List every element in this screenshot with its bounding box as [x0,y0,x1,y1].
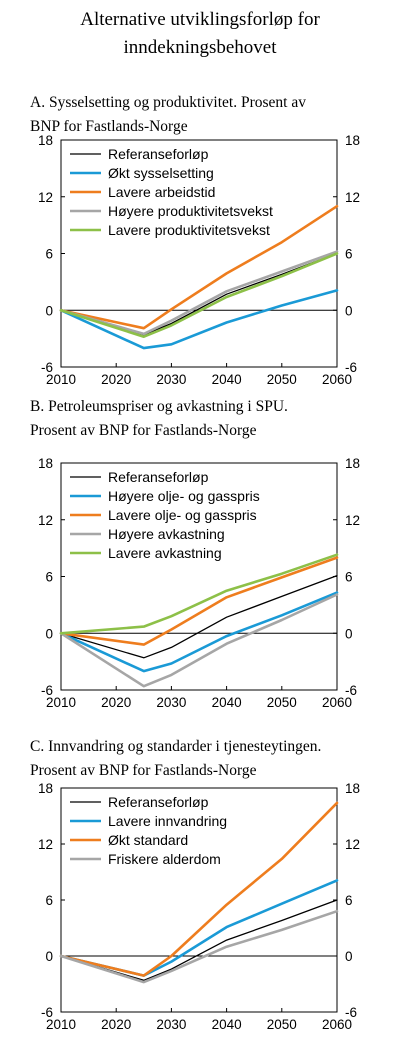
panel-title-line: Prosent av BNP for Fastlands-Norge [30,422,257,439]
series-line-4 [59,909,339,984]
chart-panel-c: C. Innvandring og standarder i tjenestey… [30,738,360,1032]
x-tick-label: 2060 [322,1017,352,1032]
legend-label: Høyere olje- og gasspris [108,488,260,504]
series-line-3 [59,204,339,330]
series-line-3 [59,556,339,646]
y-tick-label-left: -6 [41,1005,53,1020]
legend-label: Lavere arbeidstid [108,184,215,200]
legend-label: Referanseforløp [108,146,209,162]
x-tick-label: 2050 [267,695,297,710]
x-tick-label: 2010 [46,372,76,387]
y-tick-label-right: 12 [345,837,360,852]
x-tick-label: 2040 [212,695,242,710]
y-tick-label-right: -6 [345,683,357,698]
y-tick-label-left: -6 [41,683,53,698]
y-tick-label-right: 6 [345,247,353,262]
x-tick-label: 2010 [46,695,76,710]
x-tick-label: 2040 [212,372,242,387]
y-tick-label-left: 0 [45,949,53,964]
y-tick-label-right: -6 [345,360,357,375]
x-tick-label: 2060 [322,695,352,710]
y-tick-label-right: -6 [345,1005,357,1020]
y-tick-label-left: 18 [38,781,53,796]
series-line-3 [59,801,339,977]
x-tick-label: 2050 [267,372,297,387]
chart-panel-b: B. Petroleumspriser og avkastning i SPU.… [30,398,360,710]
y-tick-label-right: 0 [345,949,353,964]
y-tick-label-left: 6 [45,247,53,262]
y-tick-label-left: 18 [38,133,53,148]
series-line-2 [59,591,339,673]
main-title-line: inndekningsbehovet [123,37,277,58]
series-line-4 [59,250,339,336]
y-tick-label-left: -6 [41,360,53,375]
y-tick-label-left: 0 [45,303,53,318]
x-tick-label: 2020 [101,372,131,387]
panel-title-line: BNP for Fastlands-Norge [30,118,188,135]
x-tick-label: 2030 [156,695,186,710]
chart-panel-a: A. Sysselsetting og produktivitet. Prose… [30,94,360,387]
y-tick-label-right: 0 [345,626,353,641]
legend-label: Friskere alderdom [108,851,221,867]
legend-label: Referanseforløp [108,469,209,485]
legend-label: Lavere produktivitetsvekst [108,222,270,238]
y-tick-label-right: 0 [345,303,353,318]
legend-label: Økt sysselsetting [108,165,214,181]
y-tick-label-left: 18 [38,456,53,471]
main-title-line: Alternative utviklingsforløp for [80,9,320,30]
y-tick-label-left: 6 [45,893,53,908]
series-line-5 [59,553,339,635]
y-tick-label-right: 12 [345,190,360,205]
y-tick-label-right: 6 [345,570,353,585]
x-tick-label: 2050 [267,1017,297,1032]
panel-title-line: A. Sysselsetting og produktivitet. Prose… [30,94,306,111]
panel-title-line: C. Innvandring og standarder i tjenestey… [30,738,321,755]
series-line-2 [59,289,339,350]
y-tick-label-right: 6 [345,893,353,908]
x-tick-label: 2030 [156,372,186,387]
legend-label: Lavere innvandring [108,813,227,829]
series-line-5 [59,252,339,339]
x-tick-label: 2020 [101,695,131,710]
panel-title-line: Prosent av BNP for Fastlands-Norge [30,762,257,779]
x-tick-label: 2010 [46,1017,76,1032]
legend-label: Referanseforløp [108,794,209,810]
y-tick-label-right: 18 [345,456,360,471]
legend-label: Økt standard [108,832,188,848]
y-tick-label-left: 12 [38,190,53,205]
x-tick-label: 2040 [212,1017,242,1032]
legend-label: Høyere produktivitetsvekst [108,203,273,219]
y-tick-label-right: 18 [345,781,360,796]
legend-label: Lavere olje- og gasspris [108,507,257,523]
series-line-1 [60,899,338,981]
legend-label: Lavere avkastning [108,545,222,561]
x-tick-label: 2060 [322,372,352,387]
y-tick-label-left: 12 [38,513,53,528]
y-tick-label-right: 18 [345,133,360,148]
series-line-1 [60,574,338,659]
y-tick-label-left: 6 [45,570,53,585]
series-line-4 [59,593,339,688]
panel-title-line: B. Petroleumspriser og avkastning i SPU. [30,398,288,415]
x-tick-label: 2030 [156,1017,186,1032]
series-line-2 [59,879,339,977]
legend-label: Høyere avkastning [108,526,225,542]
y-tick-label-right: 12 [345,513,360,528]
y-tick-label-left: 0 [45,626,53,641]
x-tick-label: 2020 [101,1017,131,1032]
y-tick-label-left: 12 [38,837,53,852]
